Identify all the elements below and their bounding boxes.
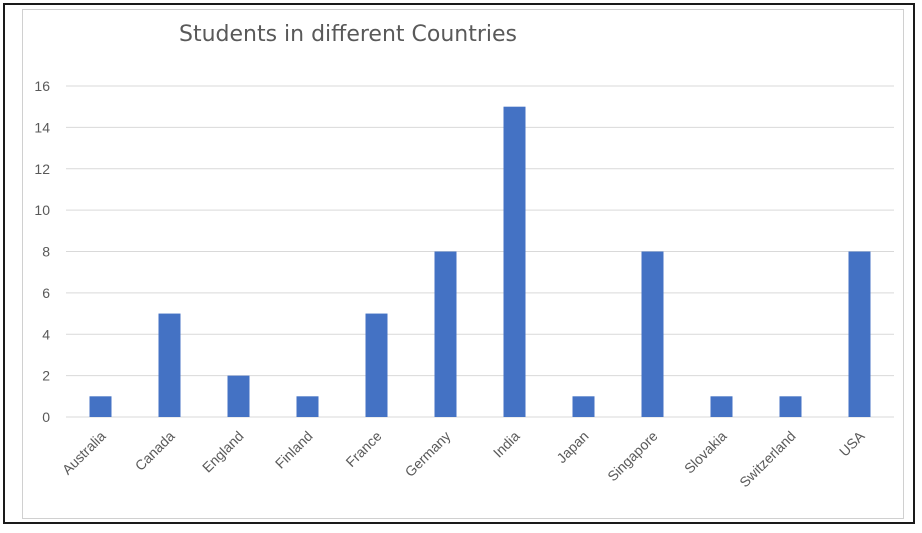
x-tick-label: India [490, 428, 523, 461]
bar-slovakia [710, 396, 733, 417]
x-tick-label: Japan [553, 428, 591, 466]
bar-india [503, 106, 526, 417]
x-tick-label: Slovakia [681, 428, 730, 477]
bar-canada [158, 313, 181, 417]
x-tick-label: USA [836, 427, 868, 459]
y-tick-label: 4 [42, 326, 50, 342]
x-tick-label: Singapore [604, 428, 661, 485]
x-tick-label: France [342, 428, 384, 470]
x-tick-label: Finland [272, 428, 316, 472]
y-tick-label: 16 [34, 78, 50, 94]
x-axis-category-labels: Australia Canada England Finland France Germa… [59, 427, 868, 490]
x-tick-label: England [199, 428, 247, 476]
bar-switzerland [779, 396, 802, 417]
y-tick-label: 14 [34, 119, 50, 135]
y-tick-label: 0 [42, 409, 50, 425]
x-tick-label: Germany [402, 428, 454, 480]
x-tick-label: Canada [132, 428, 178, 474]
chart-title: Students in different Countries [179, 22, 517, 47]
bar-finland [296, 396, 319, 417]
x-tick-label: Switzerland [736, 428, 798, 490]
y-tick-label: 12 [34, 161, 50, 177]
bar-singapore [641, 251, 664, 417]
x-tick-label: Australia [59, 428, 109, 478]
y-tick-label: 2 [42, 368, 50, 384]
bar-france [365, 313, 388, 417]
bar-england [227, 375, 250, 417]
bar-usa [848, 251, 871, 417]
bar-australia [89, 396, 112, 417]
bars [89, 106, 871, 417]
y-tick-label: 10 [34, 202, 50, 218]
bar-japan [572, 396, 595, 417]
chart-frame [3, 3, 915, 524]
y-tick-label: 8 [42, 244, 50, 260]
chart-inner-frame [22, 9, 904, 519]
bar-germany [434, 251, 457, 417]
y-tick-label: 6 [42, 285, 50, 301]
y-axis-tick-labels: 0 2 4 6 8 10 12 14 16 [34, 78, 50, 425]
gridlines [66, 85, 894, 418]
